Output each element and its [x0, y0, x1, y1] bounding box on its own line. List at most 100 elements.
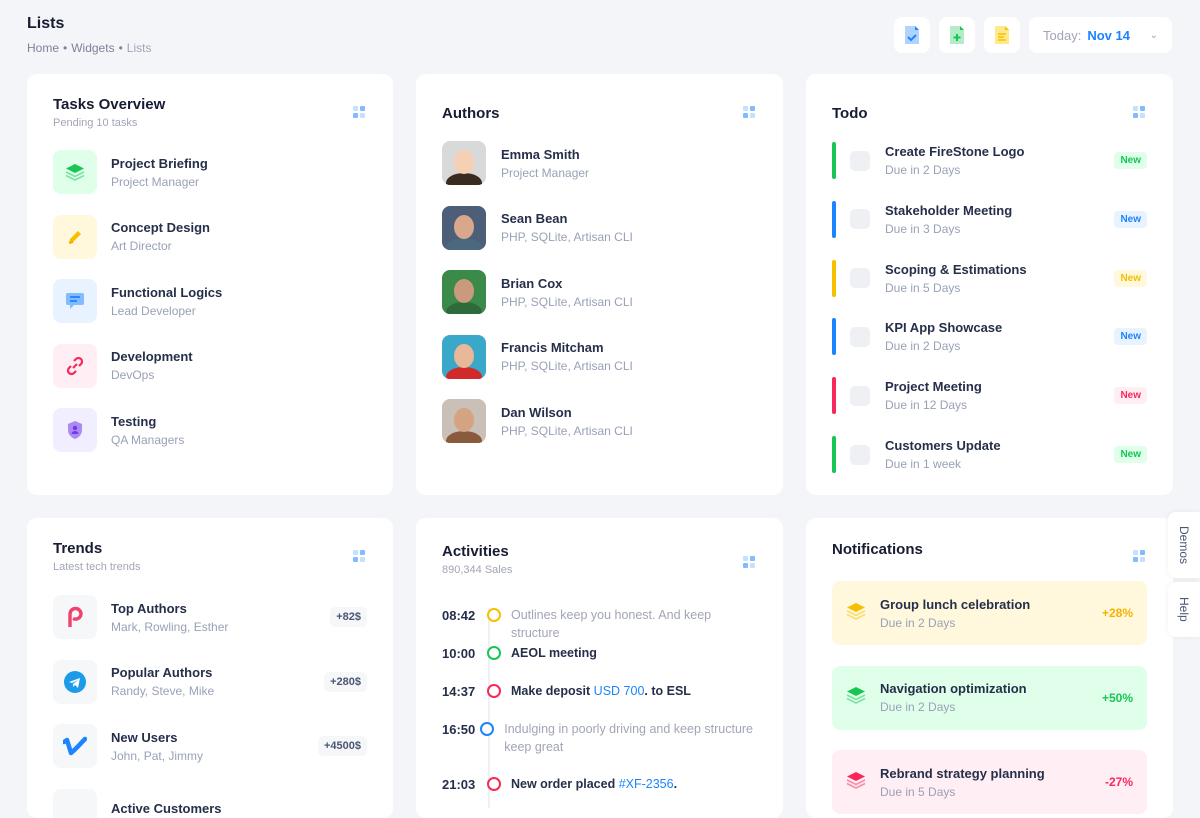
- card-subtitle: Pending 10 tasks: [53, 117, 367, 129]
- new-badge: New: [1114, 446, 1147, 463]
- card-subtitle: 890,344 Sales: [442, 564, 757, 576]
- avatar: [442, 206, 486, 250]
- menu-dots-icon[interactable]: [1133, 550, 1145, 562]
- date-value: Nov 14: [1087, 28, 1130, 43]
- activity-text: AEOL meeting: [511, 646, 597, 660]
- activity-time: 21:03: [442, 777, 482, 793]
- trend-authors: John, Pat, Jimmy: [111, 749, 203, 763]
- activity-link[interactable]: #XF-2356: [619, 777, 674, 791]
- todo-checkbox[interactable]: [850, 386, 870, 406]
- menu-dots-icon[interactable]: [353, 106, 365, 118]
- notification-percent: -27%: [1105, 775, 1133, 789]
- task-role: Project Manager: [111, 175, 208, 189]
- author-skills: PHP, SQLite, Artisan CLI: [501, 230, 633, 244]
- author-name[interactable]: Brian Cox: [501, 276, 633, 291]
- menu-dots-icon[interactable]: [743, 556, 755, 568]
- task-title: Functional Logics: [111, 285, 222, 300]
- todo-checkbox[interactable]: [850, 268, 870, 288]
- author-name[interactable]: Francis Mitcham: [501, 340, 633, 355]
- author-name[interactable]: Dan Wilson: [501, 405, 633, 420]
- author-skills: Project Manager: [501, 166, 589, 180]
- breadcrumb-current: Lists: [127, 41, 152, 55]
- activity-time: 08:42: [442, 608, 482, 642]
- author-skills: PHP, SQLite, Artisan CLI: [501, 295, 633, 309]
- trend-authors: Mark, Rowling, Esther: [111, 620, 228, 634]
- author-item[interactable]: Emma Smith Project Manager: [442, 141, 757, 185]
- chevron-down-icon: ⌄: [1150, 30, 1158, 41]
- layers-icon: [846, 686, 866, 709]
- todo-checkbox[interactable]: [850, 327, 870, 347]
- layers-icon: [846, 771, 866, 794]
- avatar: [442, 335, 486, 379]
- trend-amount: +4500$: [318, 736, 367, 756]
- todo-checkbox[interactable]: [850, 209, 870, 229]
- menu-dots-icon[interactable]: [743, 106, 755, 118]
- breadcrumb: Home• Widgets• Lists: [27, 41, 151, 55]
- activity-time: 14:37: [442, 684, 482, 700]
- demos-label: Demos: [1177, 526, 1191, 564]
- todo-checkbox[interactable]: [850, 151, 870, 171]
- author-item[interactable]: Brian Cox PHP, SQLite, Artisan CLI: [442, 270, 757, 314]
- notification-percent: +28%: [1102, 606, 1133, 620]
- author-item[interactable]: Sean Bean PHP, SQLite, Artisan CLI: [442, 206, 757, 250]
- activity-text: New order placed: [511, 777, 619, 791]
- trend-amount: +82$: [330, 607, 367, 627]
- card-title: Trends: [53, 540, 367, 557]
- activity-text: Outlines keep you honest. And keep struc…: [511, 608, 711, 640]
- breadcrumb-home[interactable]: Home: [27, 41, 59, 55]
- task-title: Testing: [111, 414, 184, 429]
- trend-item[interactable]: Active Customers: [53, 789, 367, 818]
- breadcrumb-widgets[interactable]: Widgets: [71, 41, 114, 55]
- task-title: Development: [111, 349, 193, 364]
- menu-dots-icon[interactable]: [1133, 106, 1145, 118]
- author-name[interactable]: Emma Smith: [501, 147, 589, 162]
- help-tab[interactable]: Help: [1168, 582, 1200, 637]
- trend-amount: +280$: [324, 672, 367, 692]
- date-picker[interactable]: Today:Nov 14⌄: [1029, 17, 1172, 53]
- pencil-icon: [53, 215, 97, 259]
- todo-due: Due in 3 Days: [885, 222, 1012, 236]
- activity-text: Indulging in poorly driving and keep str…: [504, 722, 753, 754]
- timeline-dot-icon: [487, 684, 501, 698]
- todo-title: Stakeholder Meeting: [885, 203, 1012, 218]
- todo-color-bar: [832, 142, 836, 179]
- card-title: Tasks Overview: [53, 96, 367, 113]
- file-text-icon: [994, 25, 1010, 45]
- activity-link[interactable]: USD 700: [594, 684, 645, 698]
- todo-title: KPI App Showcase: [885, 320, 1002, 335]
- file-add-button[interactable]: [939, 17, 975, 53]
- avatar: [442, 141, 486, 185]
- help-label: Help: [1177, 597, 1191, 622]
- todo-checkbox[interactable]: [850, 445, 870, 465]
- shield-user-icon: [53, 408, 97, 452]
- card-subtitle: Latest tech trends: [53, 561, 367, 573]
- author-name[interactable]: Sean Bean: [501, 211, 633, 226]
- todo-color-bar: [832, 260, 836, 297]
- demos-tab[interactable]: Demos: [1168, 512, 1200, 578]
- avatar: [442, 399, 486, 443]
- menu-dots-icon[interactable]: [353, 550, 365, 562]
- new-badge: New: [1114, 387, 1147, 404]
- file-text-button[interactable]: [984, 17, 1020, 53]
- message-icon: [53, 279, 97, 323]
- file-check-button[interactable]: [894, 17, 930, 53]
- activity-time: 16:50: [442, 722, 475, 756]
